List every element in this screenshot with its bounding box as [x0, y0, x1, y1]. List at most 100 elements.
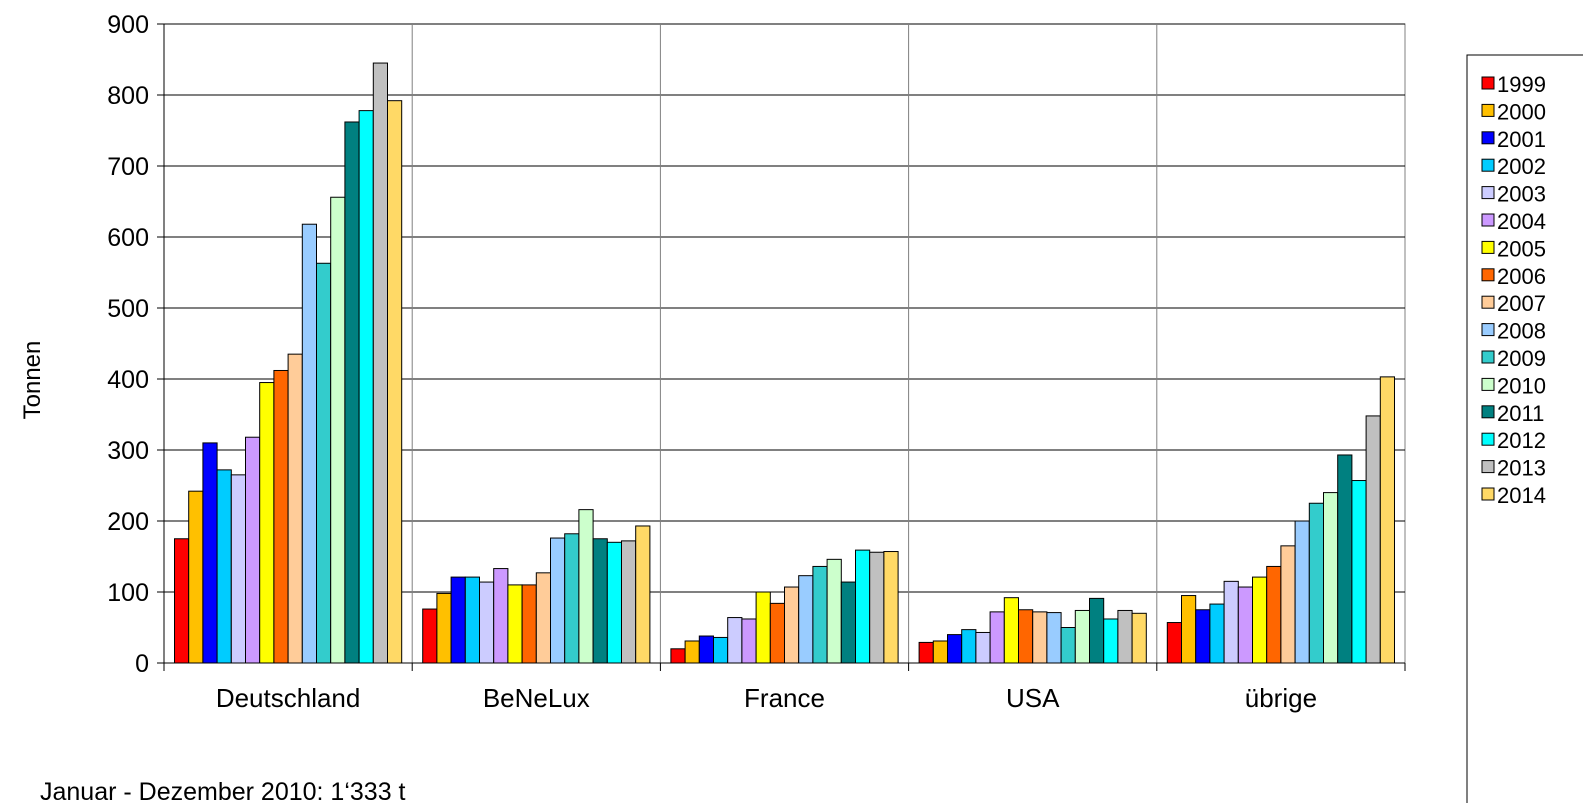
- bar-2011-1: [592, 538, 608, 664]
- legend-label-2005: 2005: [1497, 236, 1546, 261]
- bar-2003-2: [727, 617, 743, 664]
- y-tick-label: 600: [107, 224, 149, 252]
- bar-2005-0: [259, 382, 275, 664]
- bar-2012-3: [1103, 618, 1119, 664]
- legend-label-2014: 2014: [1497, 483, 1546, 508]
- bar-2004-1: [493, 568, 509, 664]
- legend-label-2000: 2000: [1497, 99, 1546, 124]
- bar-2005-2: [755, 591, 771, 664]
- bar-2011-3: [1089, 597, 1105, 664]
- bar-2009-0: [316, 262, 332, 664]
- legend-label-2010: 2010: [1497, 373, 1546, 398]
- legend-box: [1466, 54, 1583, 803]
- bar-2010-1: [578, 509, 594, 664]
- bar-2008-2: [798, 575, 814, 664]
- bar-2014-3: [1131, 612, 1147, 664]
- bar-2002-3: [961, 629, 977, 664]
- legend-label-2009: 2009: [1497, 346, 1546, 371]
- legend-swatch-2001: [1481, 131, 1495, 145]
- bar-2008-3: [1046, 612, 1062, 664]
- bar-1999-1: [422, 608, 438, 664]
- bar-2003-0: [230, 474, 247, 664]
- bar-2013-1: [621, 540, 637, 664]
- bar-2010-2: [826, 558, 842, 664]
- x-tick-label: Deutschland: [216, 683, 361, 713]
- bar-2010-4: [1323, 492, 1339, 664]
- bar-2009-1: [564, 533, 580, 664]
- bar-2009-4: [1308, 502, 1325, 664]
- bars: [174, 62, 1396, 664]
- bar-2001-1: [450, 576, 466, 664]
- legend-swatch-2008: [1481, 323, 1495, 337]
- axes: 0 100 200 300 400 500 600 700 800 900 Deutschland B…: [107, 11, 1406, 713]
- bar-1999-4: [1166, 622, 1183, 664]
- y-tick-label: 900: [107, 11, 149, 39]
- legend-swatch-2004: [1481, 213, 1495, 227]
- bar-2011-4: [1337, 454, 1353, 664]
- legend-label-1999: 1999: [1497, 72, 1546, 97]
- legend-swatch-2000: [1481, 103, 1495, 117]
- bar-2008-1: [550, 537, 566, 664]
- bar-2004-2: [741, 618, 757, 664]
- bar-2007-0: [287, 353, 303, 664]
- bar-2000-2: [684, 640, 700, 664]
- bar-2013-0: [372, 62, 388, 664]
- bar-2002-1: [464, 576, 480, 664]
- x-tick-label: France: [744, 683, 825, 713]
- y-tick-label: 400: [107, 366, 149, 394]
- x-tick-label: übrige: [1245, 683, 1317, 713]
- bar-2000-0: [188, 490, 204, 664]
- bar-2012-4: [1351, 480, 1367, 664]
- legend-swatch-2009: [1481, 350, 1495, 364]
- bar-1999-2: [670, 648, 686, 664]
- bar-2008-4: [1294, 520, 1310, 664]
- legend-swatch-2014: [1481, 487, 1495, 501]
- bar-2002-4: [1209, 603, 1225, 664]
- bar-2005-1: [507, 584, 523, 664]
- y-tick-label: 0: [135, 650, 149, 678]
- bar-2001-2: [698, 635, 714, 664]
- bar-2013-2: [869, 551, 885, 664]
- y-tick-label: 300: [107, 437, 149, 465]
- bar-2014-2: [883, 551, 899, 664]
- bar-2003-3: [975, 631, 991, 664]
- bar-2013-4: [1365, 415, 1381, 664]
- bar-2002-2: [713, 636, 729, 664]
- legend-swatch-1999: [1481, 76, 1495, 90]
- y-tick-label: 500: [107, 295, 149, 323]
- bar-2005-3: [1003, 597, 1019, 664]
- bar-2009-3: [1060, 627, 1076, 664]
- legend-swatch-2013: [1481, 460, 1495, 474]
- x-tick-label: USA: [1006, 683, 1060, 713]
- bar-2012-2: [855, 549, 871, 664]
- bar-2006-0: [273, 369, 289, 664]
- legend-label-2008: 2008: [1497, 319, 1546, 344]
- bar-2005-4: [1252, 576, 1268, 664]
- bar-2000-4: [1181, 595, 1197, 664]
- legend-swatch-2003: [1481, 186, 1495, 200]
- legend-label-2007: 2007: [1497, 291, 1546, 316]
- bar-2014-0: [387, 100, 403, 664]
- legend-label-2001: 2001: [1497, 127, 1546, 152]
- y-tick-label: 100: [107, 579, 149, 607]
- y-axis-title: Tonnen: [19, 341, 46, 420]
- legend-label-2002: 2002: [1497, 154, 1546, 179]
- bar-2009-2: [812, 565, 828, 664]
- bar-2006-2: [769, 602, 785, 664]
- bar-1999-0: [174, 538, 190, 664]
- bar-1999-3: [918, 641, 934, 664]
- bar-2007-4: [1280, 545, 1296, 664]
- bar-2011-2: [840, 581, 856, 664]
- legend-label-2006: 2006: [1497, 264, 1546, 289]
- bar-2006-1: [521, 584, 537, 664]
- bar-2011-0: [344, 121, 360, 664]
- bar-2006-3: [1018, 609, 1034, 664]
- legend-label-2012: 2012: [1497, 428, 1546, 453]
- legend-swatch-2012: [1481, 432, 1495, 446]
- y-tick-label: 800: [107, 82, 149, 110]
- footnote-annotation: Januar - Dezember 2010: 1‘333 t: [40, 778, 406, 803]
- bar-2007-1: [535, 572, 551, 664]
- legend-swatch-2010: [1481, 377, 1495, 391]
- bar-2010-0: [330, 196, 346, 664]
